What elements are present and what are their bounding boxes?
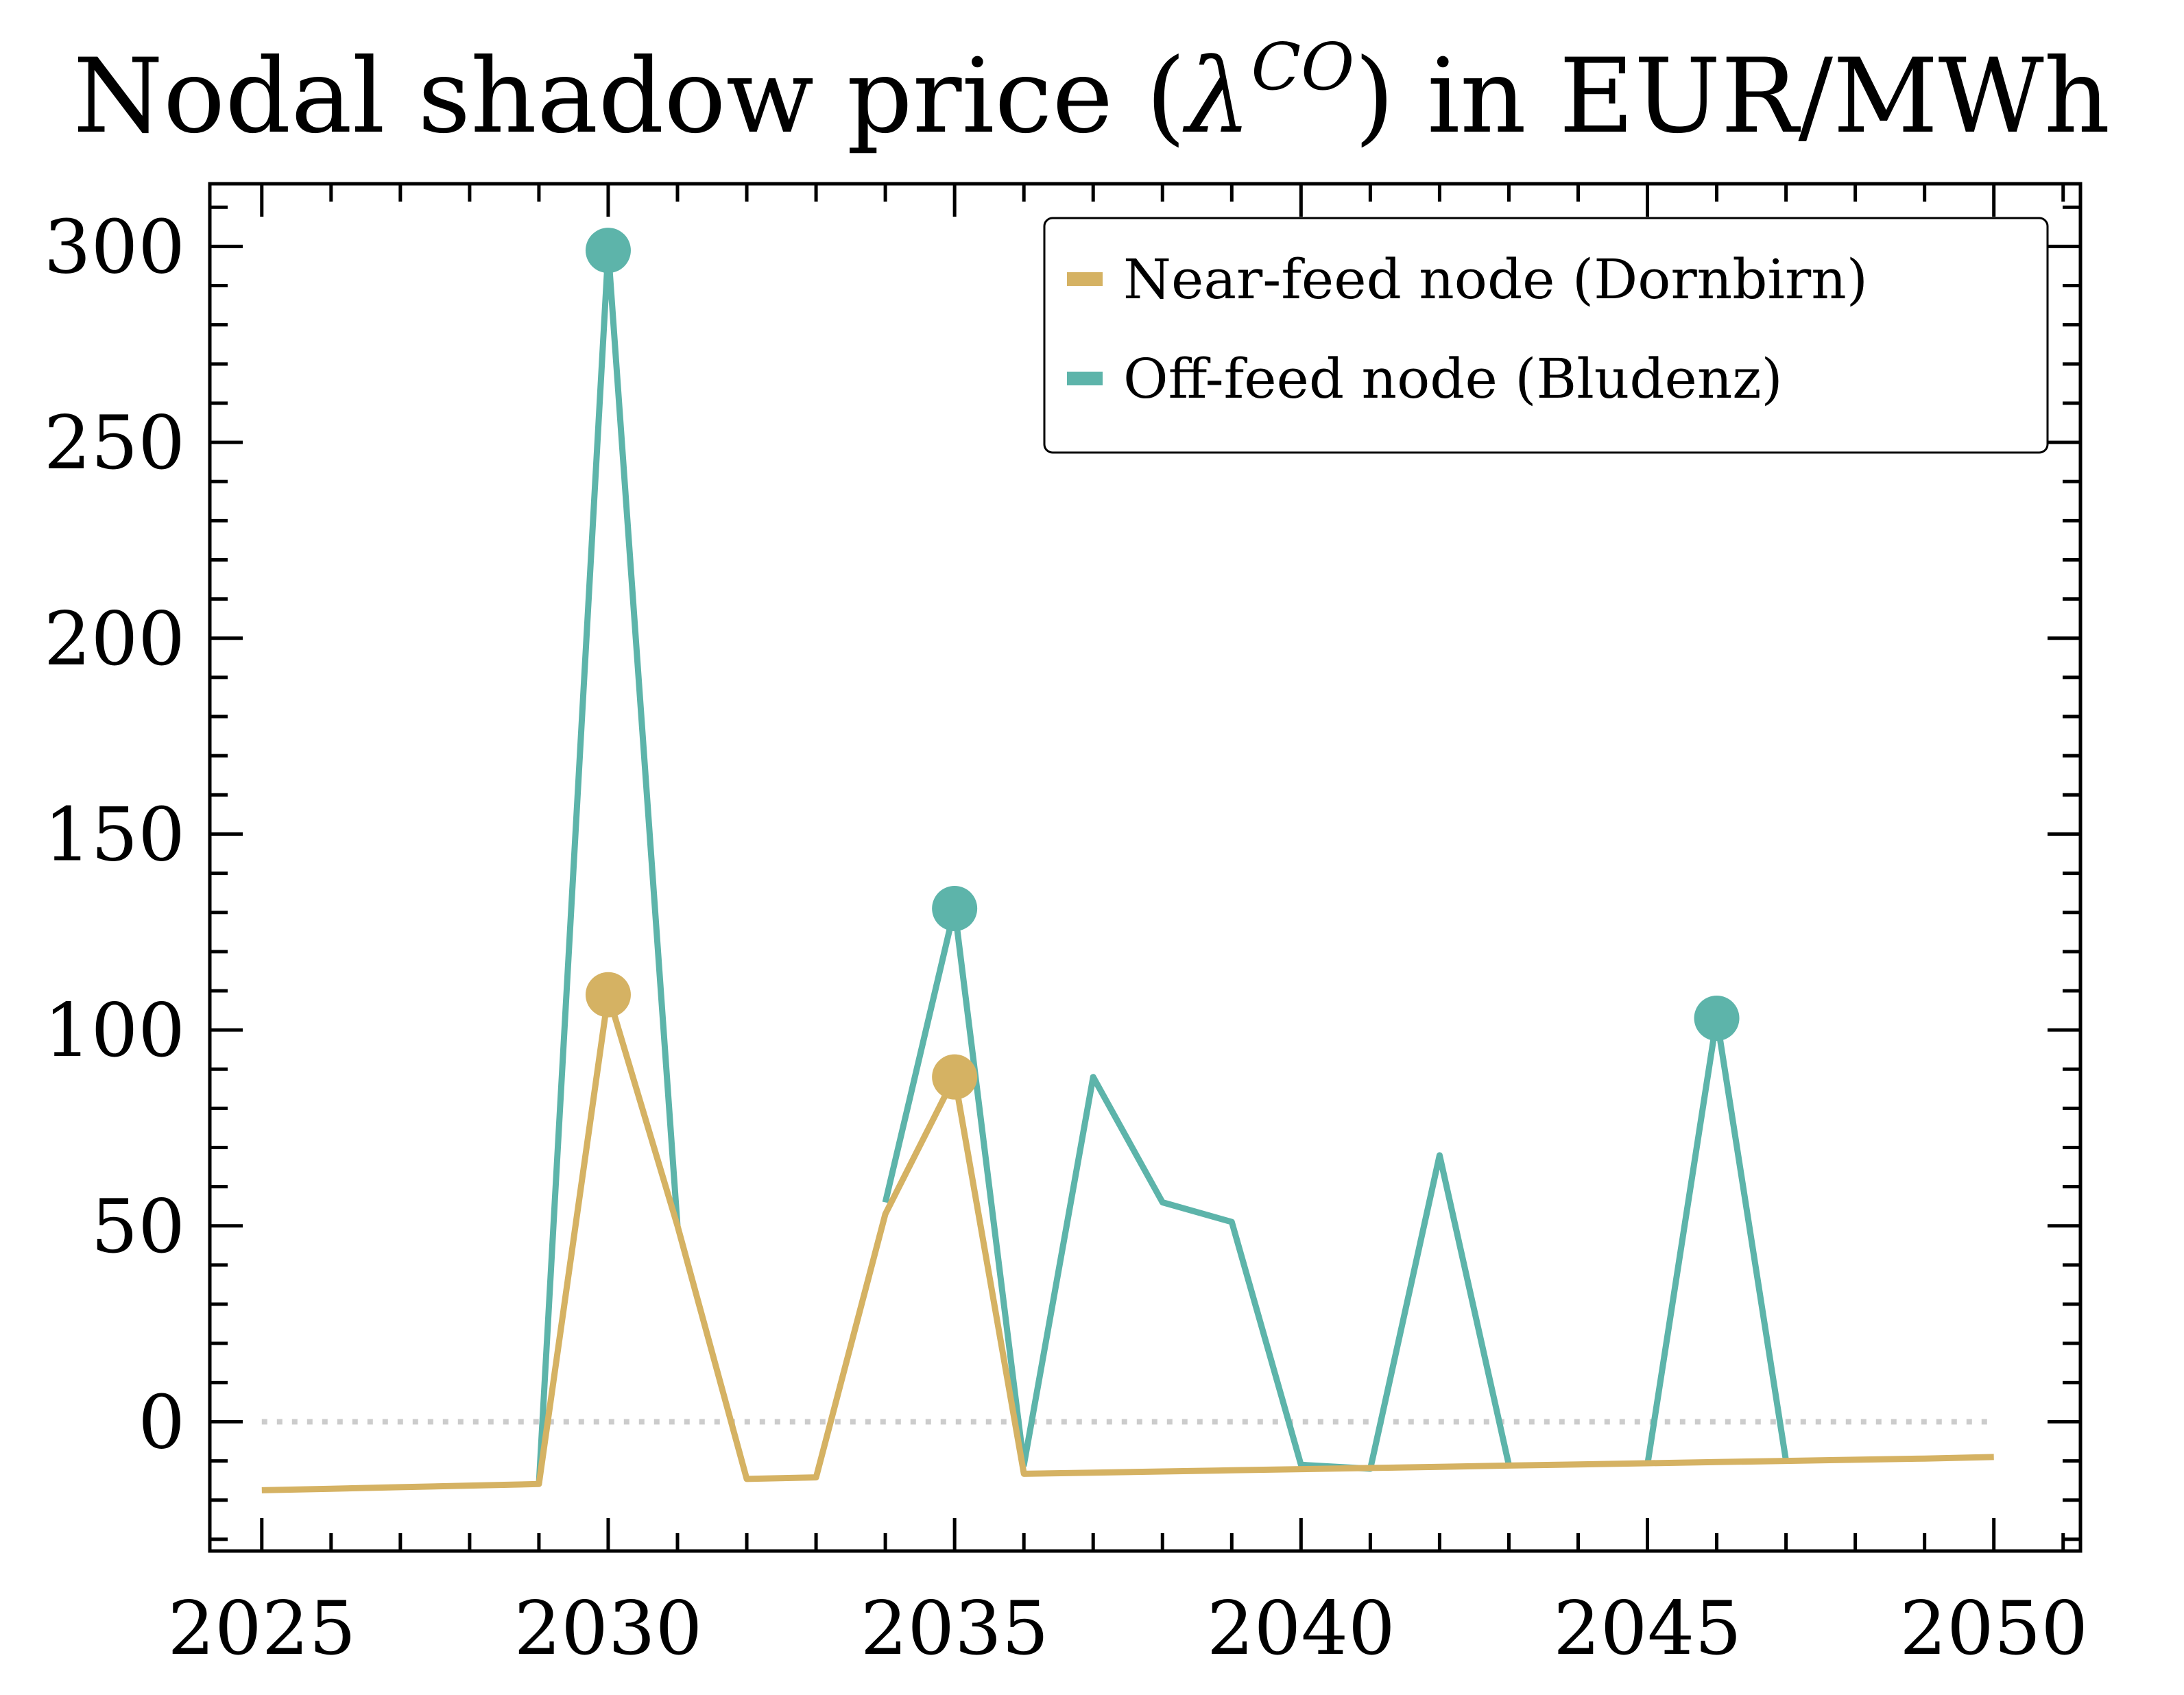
data-point-near-feed-2030 (585, 972, 631, 1018)
y-tick-label-150: 150 (44, 792, 185, 878)
series-line-off-feed-2 (882, 905, 1512, 1472)
y-tick-label-300: 300 (44, 204, 185, 290)
series-line-off-feed-3 (1644, 1015, 1790, 1465)
series-layer (261, 228, 1994, 1493)
x-tick-label-2035: 2035 (861, 1586, 1049, 1672)
data-point-off-feed-2030 (585, 228, 631, 274)
legend-swatch-off-feed (1067, 372, 1103, 385)
data-point-off-feed-2046 (1694, 995, 1740, 1041)
y-tick-label-200: 200 (44, 597, 185, 682)
y-tick-label-50: 50 (91, 1184, 185, 1270)
legend-label-near-feed: Near-feed node (Dornbirn) (1123, 248, 1868, 311)
data-point-off-feed-2035 (932, 885, 978, 931)
y-tick-label-0: 0 (138, 1380, 185, 1465)
x-tick-label-2030: 2030 (514, 1586, 703, 1672)
series-line-near-feed-1 (261, 991, 1994, 1493)
ticks-layer (210, 184, 2080, 1551)
tick-labels-layer: 2025 2030 2035 2040 2045 2050 0 50 100 150 200 250 3… (44, 204, 2088, 1672)
data-point-near-feed-2035 (932, 1054, 978, 1100)
x-tick-label-2040: 2040 (1207, 1586, 1395, 1672)
x-tick-label-2025: 2025 (167, 1586, 356, 1672)
y-tick-label-100: 100 (44, 988, 185, 1074)
series-line-off-feed-1 (536, 247, 681, 1485)
x-tick-label-2050: 2050 (1899, 1586, 2088, 1672)
x-tick-label-2045: 2045 (1553, 1586, 1742, 1672)
legend-label-off-feed: Off-feed node (Bludenz) (1123, 347, 1783, 411)
legend-box (1043, 217, 2049, 454)
legend-swatch-near-feed (1067, 272, 1103, 286)
legend: Near-feed node (Dornbirn) Off-feed node … (1043, 217, 2049, 454)
y-tick-label-250: 250 (44, 400, 185, 486)
plot-frame (208, 182, 2083, 1553)
chart-title: Nodal shadow price (λCO) in EUR/MWh (73, 29, 2111, 156)
